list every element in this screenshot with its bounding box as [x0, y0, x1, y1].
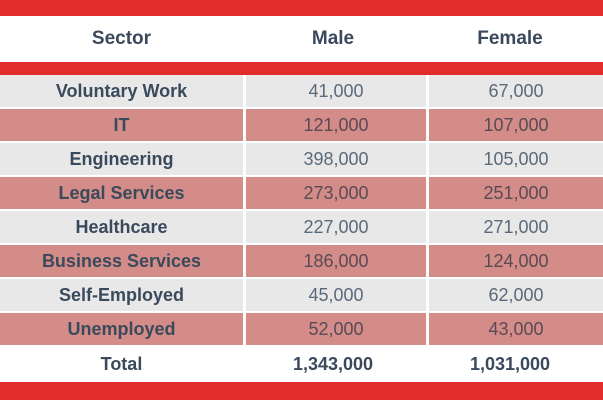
- row-male: 186,000: [246, 245, 426, 277]
- row-sector: Business Services: [0, 245, 243, 277]
- header-female: Female: [423, 28, 597, 50]
- table-row: Voluntary Work 41,000 67,000: [0, 75, 603, 107]
- row-male: 227,000: [246, 211, 426, 243]
- total-male: 1,343,000: [243, 354, 423, 375]
- row-male: 41,000: [246, 75, 426, 107]
- row-sector: IT: [0, 109, 243, 141]
- row-female: 271,000: [429, 211, 603, 243]
- row-male: 398,000: [246, 143, 426, 175]
- row-female: 251,000: [429, 177, 603, 209]
- total-label: Total: [0, 354, 243, 375]
- row-female: 124,000: [429, 245, 603, 277]
- row-female: 105,000: [429, 143, 603, 175]
- row-sector: Self-Employed: [0, 279, 243, 311]
- table-row: IT 121,000 107,000: [0, 109, 603, 141]
- row-female: 62,000: [429, 279, 603, 311]
- row-sector: Unemployed: [0, 313, 243, 345]
- table-row: Self-Employed 45,000 62,000: [0, 279, 603, 311]
- header-sector: Sector: [0, 28, 243, 50]
- header-male: Male: [243, 28, 423, 50]
- row-sector: Healthcare: [0, 211, 243, 243]
- row-sector: Voluntary Work: [0, 75, 243, 107]
- total-female: 1,031,000: [423, 354, 597, 375]
- row-male: 121,000: [246, 109, 426, 141]
- table-body: Voluntary Work 41,000 67,000 IT 121,000 …: [0, 75, 603, 347]
- table-row: Healthcare 227,000 271,000: [0, 211, 603, 243]
- row-female: 43,000: [429, 313, 603, 345]
- top-red-bar: [0, 0, 603, 16]
- row-male: 45,000: [246, 279, 426, 311]
- table-row: Engineering 398,000 105,000: [0, 143, 603, 175]
- table-row: Legal Services 273,000 251,000: [0, 177, 603, 209]
- header-red-divider: [0, 62, 603, 75]
- row-sector: Legal Services: [0, 177, 243, 209]
- row-sector: Engineering: [0, 143, 243, 175]
- table-row: Business Services 186,000 124,000: [0, 245, 603, 277]
- row-female: 67,000: [429, 75, 603, 107]
- table-header: Sector Male Female: [0, 16, 603, 62]
- row-male: 52,000: [246, 313, 426, 345]
- row-female: 107,000: [429, 109, 603, 141]
- table-row: Unemployed 52,000 43,000: [0, 313, 603, 345]
- bottom-red-bar: [0, 382, 603, 400]
- total-row: Total 1,343,000 1,031,000: [0, 347, 603, 382]
- row-male: 273,000: [246, 177, 426, 209]
